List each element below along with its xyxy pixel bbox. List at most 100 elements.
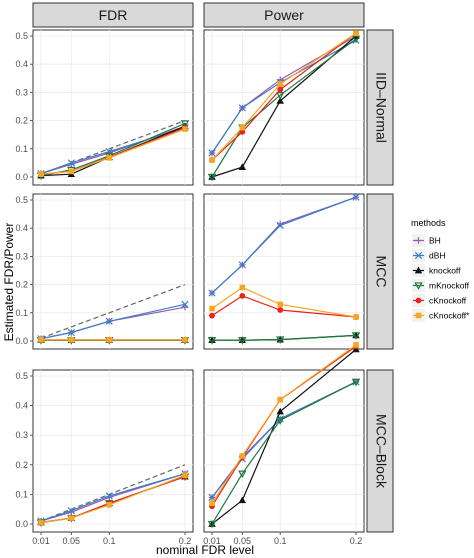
axis-layer: nominal FDR level Estimated FDR/Power [2,223,254,557]
y-tick-label: 0.4 [15,401,28,411]
row-strip-label: MCC–Block [373,414,389,489]
x-tick-label: 0.2 [179,536,192,546]
data-point [105,492,113,500]
series-line [211,381,357,498]
data-point [207,520,217,529]
panel-0-0: 0.0 0.1 0.2 0.3 0.4 0.5 [15,29,194,186]
legend-marker [414,266,423,274]
x-tick-label: 0.1 [103,536,116,546]
y-axis-title: Estimated FDR/Power [2,223,16,342]
series-line [40,303,186,340]
series-cKnockoff* [38,126,188,177]
data-point [208,149,216,157]
legend-entry-knockoff: knockoff [412,264,461,277]
data-point [277,81,284,87]
series-dBH [208,193,360,297]
y-tick-label: 0.2 [15,280,28,290]
legend-label: dBH [429,251,446,261]
data-point [182,126,188,132]
data-point [180,120,190,128]
panel-frame [32,29,194,186]
series-line [40,125,186,177]
legend-entry-dBH: dBH [412,249,446,262]
series-line [211,286,357,318]
y-tick-label: 0.0 [15,336,28,346]
data-point [239,292,246,299]
data-point [209,305,215,312]
data-point [238,470,247,479]
x-tick-label: 0.1 [274,536,287,546]
panel-frame [203,369,365,533]
data-point [182,472,188,478]
legend-label: BH [429,236,441,246]
series-line [211,344,357,504]
data-point [351,35,361,44]
data-point [238,104,246,112]
data-point [239,453,246,459]
data-point [238,163,247,170]
column-strip [203,2,365,28]
column-strip [32,2,194,28]
data-point [277,301,284,308]
legend-title: methods [411,218,446,228]
data-point [351,378,361,387]
y-tick-label: 0.3 [15,430,28,440]
y-tick-label: 0.5 [15,195,28,205]
data-point [105,317,113,325]
legend-marker [415,312,422,319]
series-line [211,196,357,294]
panel-frame [203,29,365,186]
data-point [238,261,246,269]
series-cKnockoff* [209,284,359,320]
y-tick-label: 0.2 [15,116,28,126]
data-point [277,86,284,93]
column-strip-label: Power [264,7,304,23]
data-point [209,500,215,507]
legend-entry-BH: BH [412,234,441,247]
row-strip-label: IID–Normal [373,72,389,143]
series-line [211,295,357,318]
y-tick-label: 0.0 [15,172,28,182]
data-point [276,407,284,415]
reference-line [40,284,186,339]
data-point [275,336,285,345]
data-point [208,289,216,297]
row-strip [366,193,394,350]
data-point [68,337,75,343]
legend-entry-cKnockoff: cKnockoff [412,294,467,307]
y-tick-label: 0.4 [15,223,28,233]
y-tick-label: 0.2 [15,460,28,470]
data-point [238,336,247,345]
legend-marker [415,237,422,244]
series-cKnockoff* [38,337,188,343]
data-point [182,337,188,343]
x-tick-label: 0.2 [350,536,363,546]
series-line [211,35,357,178]
x-tick-label: 0.01 [203,536,221,546]
data-point [352,193,360,201]
data-point [181,300,189,308]
legend: methods BH dBH knockoff mKnockoff cKnockoff c… [411,218,470,322]
legend-label: mKnockoff [429,281,470,291]
legend-entry-cKnockoff*: cKnockoff* [412,309,470,322]
data-point [276,97,284,104]
column-strip-label: FDR [99,7,128,23]
data-point [351,332,361,340]
series-cKnockoff* [209,30,359,163]
series-line [40,474,186,524]
y-tick-label: 0.0 [15,519,28,529]
panel-2-0: 0.0 0.1 0.2 0.3 0.4 0.5 0.01 0.05 0.1 0.2 [15,369,194,546]
data-point [209,312,215,319]
panel-1-1 [203,193,365,350]
series-line [211,381,357,525]
data-point [207,336,217,345]
data-point [353,314,359,320]
data-point [207,173,217,182]
data-point [239,124,246,131]
data-point [353,342,359,348]
legend-label: cKnockoff* [429,311,470,321]
y-tick-label: 0.3 [15,251,28,261]
data-point [38,337,44,343]
row-strip-label: MCC [373,256,389,288]
y-tick-label: 0.1 [15,308,28,318]
